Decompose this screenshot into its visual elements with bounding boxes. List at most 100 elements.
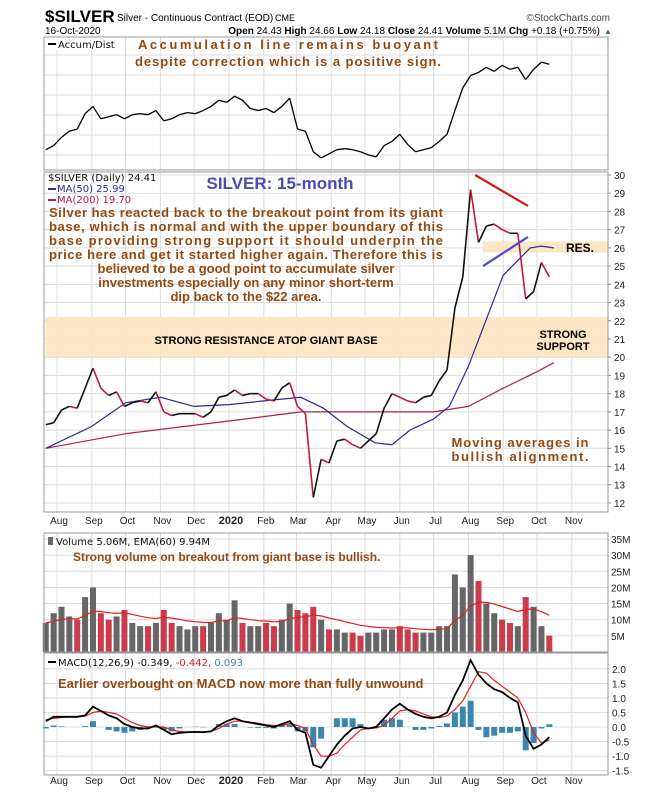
macd-tick-label: 1.5 xyxy=(612,679,626,690)
x-tick-label: 2020 xyxy=(219,775,243,787)
volume-bar xyxy=(168,622,175,652)
macd-tick-label: -1.5 xyxy=(612,767,630,778)
close-value: 24.41 xyxy=(418,26,443,37)
price-segment xyxy=(84,367,94,389)
macd-histogram-bar xyxy=(310,727,317,748)
price-tick-label: 12 xyxy=(614,499,626,510)
support-label-line-1: STRONG xyxy=(539,329,586,341)
commentary: Silver has reacted back to the breakout … xyxy=(49,205,444,304)
macd-histogram-bar xyxy=(58,726,65,727)
accum-dist-segment xyxy=(368,154,377,158)
accum-dist-segment xyxy=(462,75,472,89)
macd-histogram-bar xyxy=(263,727,270,728)
macd-histogram-bar xyxy=(89,721,96,727)
accum-dist-segment xyxy=(76,113,86,130)
accum-dist-segment xyxy=(344,148,353,151)
price-segment xyxy=(296,405,306,415)
accum-dist-segment xyxy=(478,66,487,73)
accum-dist-segment xyxy=(124,114,133,120)
volume-bar xyxy=(326,629,333,652)
accum-dist-segment xyxy=(69,128,78,132)
price-segment xyxy=(61,405,70,411)
macd-histogram-bar xyxy=(255,727,262,728)
accum-dist-segment xyxy=(525,68,535,81)
volume-bar xyxy=(184,629,191,652)
support-resistance-band xyxy=(45,317,608,358)
volume-tick-label: 30M xyxy=(611,551,630,562)
volume-bar xyxy=(89,587,96,652)
volume-bar xyxy=(145,626,152,652)
volume-bar xyxy=(365,632,372,652)
price-segment xyxy=(132,400,141,404)
macd-histogram-bar xyxy=(388,718,395,727)
macd-histogram-bar xyxy=(247,727,254,728)
macd-histogram-bar xyxy=(357,724,364,727)
price-segment xyxy=(273,387,283,402)
x-tick-label: Mar xyxy=(290,776,308,787)
price-segment xyxy=(92,367,102,389)
x-tick-label: Nov xyxy=(154,516,172,527)
ma200-legend: MA(200) 19.70 xyxy=(57,195,131,206)
price-segment xyxy=(367,433,377,442)
price-tick-label: 22 xyxy=(614,317,626,328)
macd-tick-label: -1.0 xyxy=(612,752,630,763)
macd-histogram-bar xyxy=(436,726,443,727)
macd-histogram-bar xyxy=(514,727,521,732)
x-tick-label: Feb xyxy=(257,516,275,527)
volume-label: Volume xyxy=(446,26,482,37)
x-tick-label: Nov xyxy=(154,776,172,787)
macd-tick-label: 0.5 xyxy=(612,708,626,719)
marks xyxy=(42,61,555,769)
volume-bar xyxy=(357,635,364,652)
accum-dist-segment xyxy=(61,130,70,138)
volume-bar xyxy=(444,626,451,652)
macd-histogram-bar xyxy=(444,723,451,727)
accum-dist-segment xyxy=(132,113,141,116)
price-segment xyxy=(108,391,117,397)
price-segment xyxy=(202,411,212,418)
accum-dist-segment xyxy=(297,128,306,132)
copyright[interactable]: ©StockCharts.com xyxy=(526,13,610,24)
commentary-line: dip back to the $22 area. xyxy=(170,289,321,304)
price-tick-label: 13 xyxy=(614,481,626,492)
price-segment xyxy=(501,228,511,235)
accum-dist-segment xyxy=(84,105,94,115)
commentary-line: price here and get it started higher aga… xyxy=(49,247,443,262)
macd-signal-line xyxy=(45,671,550,757)
commentary-line: base providing strong support it should … xyxy=(49,233,443,248)
accum-dist-segment xyxy=(210,99,220,107)
accum-dist-segment xyxy=(423,147,432,151)
commentary-line: Silver has reacted back to the breakout … xyxy=(49,205,444,220)
accum-dist-segment xyxy=(541,61,550,65)
volume-ema-line xyxy=(45,601,550,631)
macd-histogram-bar xyxy=(82,726,89,727)
accum-dist-segment xyxy=(399,133,409,145)
high-value: 24.66 xyxy=(309,26,334,37)
price-tick-label: 18 xyxy=(614,390,626,401)
price-tick-label: 21 xyxy=(614,335,626,346)
volume-bar xyxy=(396,626,403,652)
price-segment xyxy=(336,438,345,442)
x-tick-label: Jun xyxy=(394,776,410,787)
volume-tick-label: 5M xyxy=(611,632,625,643)
price-segment xyxy=(69,405,78,409)
macd-histogram-bar xyxy=(459,706,466,727)
macd-histogram-bar xyxy=(42,727,49,729)
volume-bar xyxy=(74,619,81,652)
price-segment xyxy=(423,394,432,399)
accum-dist-segment xyxy=(470,71,479,77)
price-segment xyxy=(288,382,299,407)
volume-bar xyxy=(121,610,128,652)
signal-legend-value: -0.442, xyxy=(176,658,211,669)
price-segment xyxy=(493,223,503,231)
volume-bar xyxy=(207,622,214,652)
volume-bar xyxy=(263,622,270,652)
x-tick-label: Jun xyxy=(394,516,410,527)
x-tick-label: Aug xyxy=(50,776,68,787)
price-tick-label: 20 xyxy=(614,353,626,364)
volume-bar xyxy=(176,626,183,652)
price-segment xyxy=(454,276,464,309)
price-segment xyxy=(415,396,424,404)
accum-dist-segment xyxy=(312,151,322,159)
accum-dist-segment xyxy=(250,107,259,112)
